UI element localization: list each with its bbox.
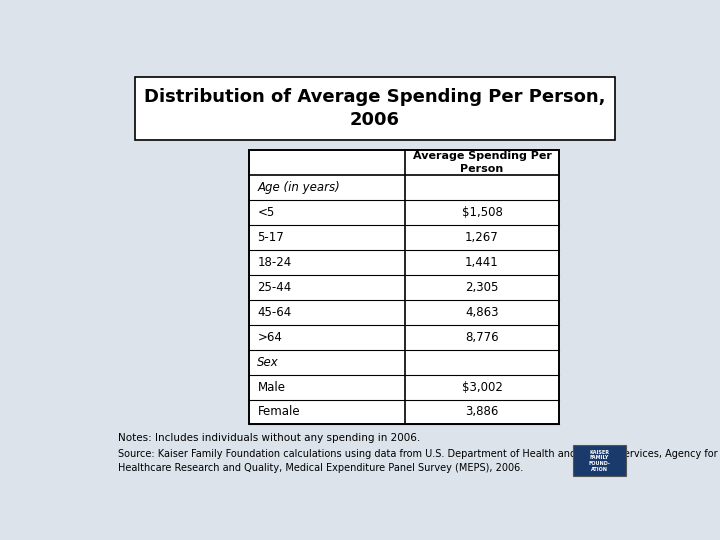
Text: >64: >64 [258, 330, 282, 343]
Text: 3,886: 3,886 [465, 406, 499, 419]
Text: 45-64: 45-64 [258, 306, 292, 319]
Text: 4,863: 4,863 [465, 306, 499, 319]
Text: 1,267: 1,267 [465, 231, 499, 244]
Text: $3,002: $3,002 [462, 381, 503, 394]
Text: 8,776: 8,776 [465, 330, 499, 343]
Text: Sex: Sex [258, 356, 279, 369]
Text: Notes: Includes individuals without any spending in 2006.: Notes: Includes individuals without any … [118, 433, 420, 443]
Text: KAISER
FAMILY
FOUND-
ATION: KAISER FAMILY FOUND- ATION [588, 450, 610, 472]
Text: 2,305: 2,305 [465, 281, 499, 294]
Text: 18-24: 18-24 [258, 256, 292, 269]
FancyBboxPatch shape [572, 446, 626, 476]
FancyBboxPatch shape [249, 150, 559, 424]
Text: Distribution of Average Spending Per Person,
2006: Distribution of Average Spending Per Per… [144, 87, 606, 129]
Text: 1,441: 1,441 [465, 256, 499, 269]
FancyBboxPatch shape [135, 77, 615, 140]
Text: Age (in years): Age (in years) [258, 181, 340, 194]
Text: 25-44: 25-44 [258, 281, 292, 294]
Text: Male: Male [258, 381, 285, 394]
Text: $1,508: $1,508 [462, 206, 503, 219]
Text: Source: Kaiser Family Foundation calculations using data from U.S. Department of: Source: Kaiser Family Foundation calcula… [118, 449, 718, 474]
Text: Average Spending Per
Person: Average Spending Per Person [413, 151, 552, 174]
Text: 5-17: 5-17 [258, 231, 284, 244]
Text: Female: Female [258, 406, 300, 419]
Text: <5: <5 [258, 206, 274, 219]
